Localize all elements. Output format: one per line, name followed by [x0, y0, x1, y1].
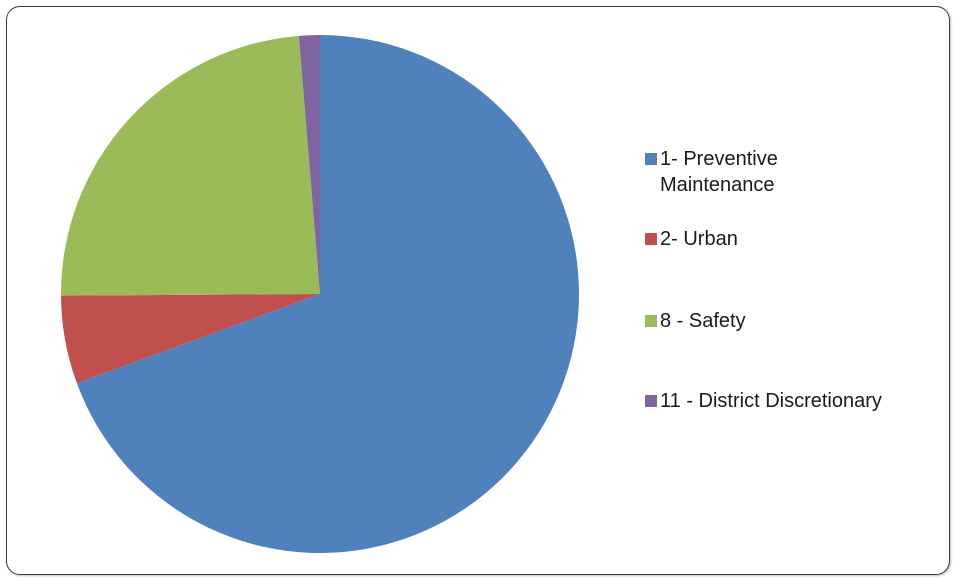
legend-swatch-safety: [645, 315, 657, 327]
legend-item-urban: 2- Urban: [645, 226, 850, 252]
legend-item-preventive-maintenance: 1- Preventive Maintenance: [645, 146, 850, 198]
legend-label-district-discretionary: 11 - District Discretionary: [660, 390, 882, 412]
pie-slices: [61, 35, 580, 553]
legend-label-preventive-maintenance: 1- Preventive Maintenance: [660, 148, 778, 196]
legend-label-safety: 8 - Safety: [660, 310, 746, 332]
pie-slice-district-discretionary: [298, 35, 320, 294]
legend-swatch-preventive-maintenance: [645, 153, 657, 165]
legend-item-safety: 8 - Safety: [645, 308, 850, 334]
pie-slice-preventive-maintenance: [76, 35, 580, 553]
pie-slice-urban: [61, 294, 320, 384]
legend-item-district-discretionary: 11 - District Discretionary: [645, 388, 958, 414]
pie-slice-safety: [61, 35, 320, 296]
legend-swatch-district-discretionary: [645, 395, 657, 407]
legend-label-urban: 2- Urban: [660, 228, 738, 250]
legend-swatch-urban: [645, 233, 657, 245]
